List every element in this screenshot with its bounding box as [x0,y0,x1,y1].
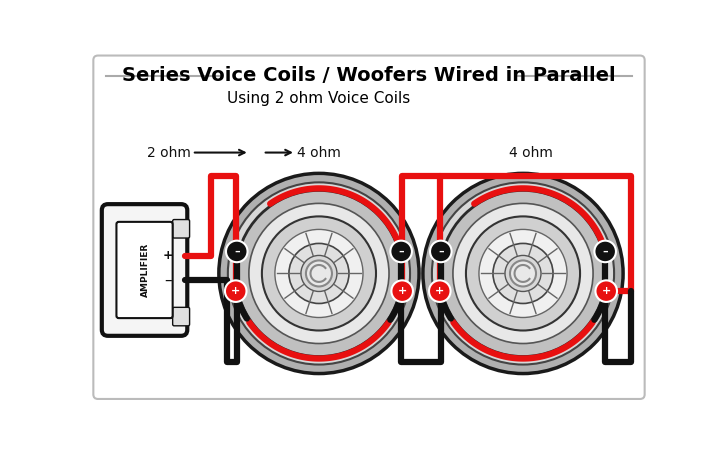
Text: 2 ohm: 2 ohm [148,145,191,160]
Circle shape [262,216,376,330]
Circle shape [236,190,402,356]
Circle shape [466,216,580,330]
Circle shape [392,280,413,302]
FancyBboxPatch shape [173,307,189,326]
Text: +: + [435,286,444,296]
Circle shape [225,280,246,302]
Text: +: + [397,286,407,296]
FancyBboxPatch shape [102,204,187,336]
Text: AMPLIFIER: AMPLIFIER [141,243,150,297]
Circle shape [423,173,623,374]
Text: +: + [602,286,611,296]
Circle shape [430,241,451,262]
Circle shape [306,261,332,287]
Text: Series Voice Coils / Woofers Wired in Parallel: Series Voice Coils / Woofers Wired in Pa… [122,66,616,85]
Text: –: – [603,247,608,256]
Circle shape [432,182,614,364]
Text: +: + [163,249,174,262]
Circle shape [429,280,451,302]
Circle shape [301,256,337,292]
Circle shape [493,243,553,303]
Text: –: – [438,247,444,256]
FancyBboxPatch shape [117,222,173,318]
Circle shape [228,182,410,364]
Circle shape [390,241,412,262]
Circle shape [275,230,363,318]
Text: –: – [164,273,172,288]
Circle shape [440,190,606,356]
Text: –: – [398,247,404,256]
Circle shape [226,241,248,262]
Circle shape [595,241,616,262]
Circle shape [505,256,541,292]
Text: –: – [234,247,240,256]
FancyBboxPatch shape [94,55,644,399]
Circle shape [479,230,567,318]
Text: Using 2 ohm Voice Coils: Using 2 ohm Voice Coils [228,91,410,106]
Circle shape [595,280,617,302]
Circle shape [249,203,389,343]
Text: 4 ohm: 4 ohm [297,145,341,160]
Text: +: + [231,286,240,296]
Circle shape [289,243,349,303]
Circle shape [453,203,593,343]
FancyBboxPatch shape [173,220,189,238]
Circle shape [510,261,536,287]
Text: 4 ohm: 4 ohm [509,145,553,160]
Circle shape [219,173,419,374]
